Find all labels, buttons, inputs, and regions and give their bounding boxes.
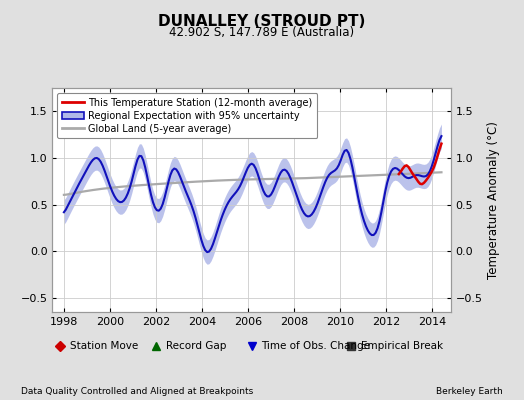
Text: Time of Obs. Change: Time of Obs. Change	[261, 341, 370, 351]
Legend: This Temperature Station (12-month average), Regional Expectation with 95% uncer: This Temperature Station (12-month avera…	[57, 93, 318, 138]
Text: DUNALLEY (STROUD PT): DUNALLEY (STROUD PT)	[158, 14, 366, 29]
Text: Empirical Break: Empirical Break	[361, 341, 443, 351]
Text: Record Gap: Record Gap	[166, 341, 226, 351]
Text: Station Move: Station Move	[70, 341, 138, 351]
Y-axis label: Temperature Anomaly (°C): Temperature Anomaly (°C)	[487, 121, 500, 279]
Text: 42.902 S, 147.789 E (Australia): 42.902 S, 147.789 E (Australia)	[169, 26, 355, 39]
Text: Data Quality Controlled and Aligned at Breakpoints: Data Quality Controlled and Aligned at B…	[21, 387, 253, 396]
Text: Berkeley Earth: Berkeley Earth	[436, 387, 503, 396]
